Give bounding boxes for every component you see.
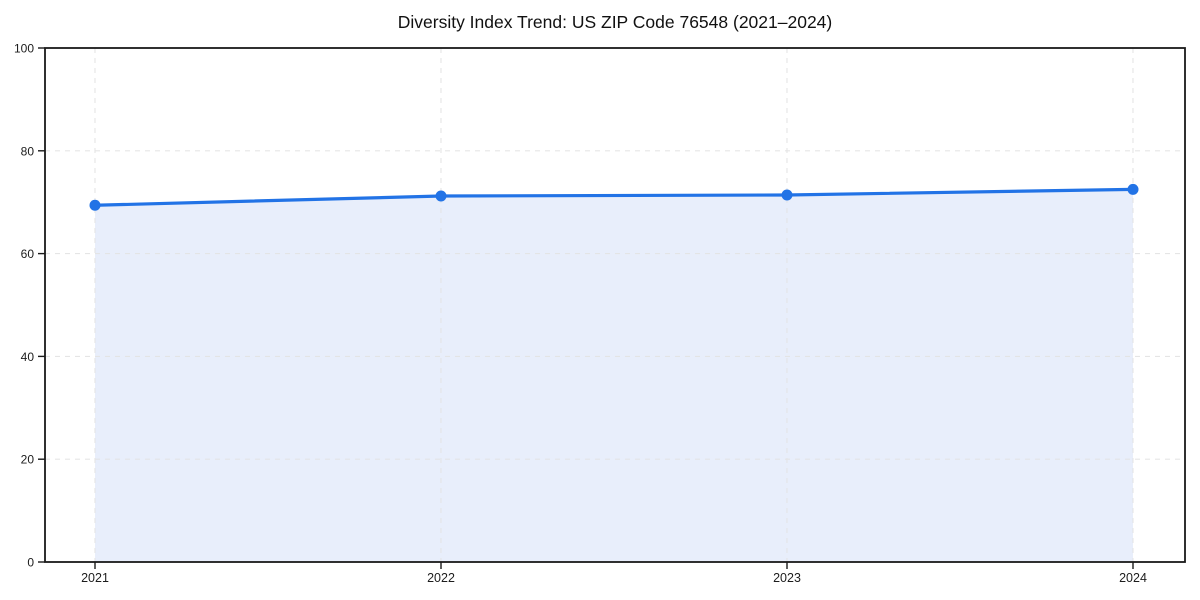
data-point-2024 xyxy=(1127,183,1139,195)
y-tick-label: 100 xyxy=(14,42,34,56)
area-fill xyxy=(95,189,1133,562)
y-tick-label: 80 xyxy=(21,144,35,158)
x-tick-label: 2024 xyxy=(1119,571,1147,585)
x-tick-label: 2023 xyxy=(773,571,801,585)
data-point-2022 xyxy=(435,190,447,202)
data-point-2021 xyxy=(89,199,101,211)
y-tick-label: 60 xyxy=(21,247,35,261)
trend-line xyxy=(93,187,1135,207)
y-tick-label: 40 xyxy=(21,350,35,364)
y-tick-label: 0 xyxy=(27,556,34,570)
chart-title: Diversity Index Trend: US ZIP Code 76548… xyxy=(397,12,833,32)
x-tick-label: 2021 xyxy=(81,571,109,585)
x-tick-label: 2022 xyxy=(427,571,455,585)
data-point-2023 xyxy=(781,189,793,201)
y-tick-label: 20 xyxy=(21,453,35,467)
axes-spines xyxy=(44,47,1186,563)
